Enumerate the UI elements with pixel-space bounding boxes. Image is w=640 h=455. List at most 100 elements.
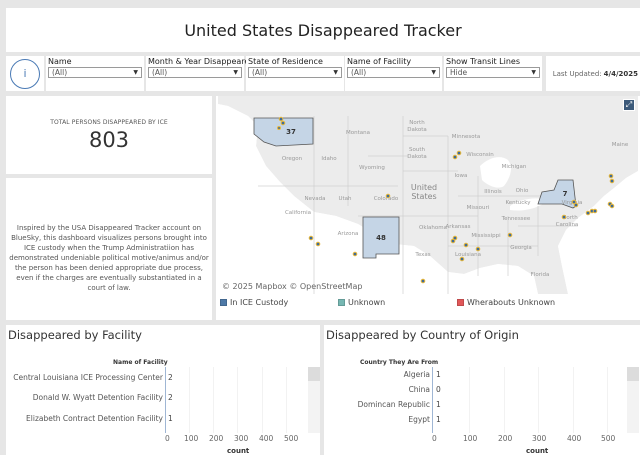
svg-text:Florida: Florida [531,272,550,278]
state-dropdown[interactable]: (All) ▼ [248,67,342,78]
bar-value: 1 [436,415,441,424]
chart-title: Disappeared by Facility [8,328,142,342]
dropdown-arrow-icon: ▼ [133,69,138,76]
svg-text:Kentucky: Kentucky [505,200,531,206]
scrollbar-thumb[interactable] [308,367,320,381]
svg-text:Carolina: Carolina [556,222,579,228]
svg-text:Tennessee: Tennessee [501,216,531,222]
svg-text:48: 48 [376,234,386,242]
map-panel: Montana North Dakota South Dakota Wyoming … [216,96,640,320]
svg-text:Minnesota: Minnesota [452,134,480,140]
bar-category-label: Domincan Republic [357,400,430,409]
svg-text:Arizona: Arizona [338,231,359,237]
svg-text:Wisconsin: Wisconsin [466,152,494,158]
page-title: United States Disappeared Tracker [184,20,462,40]
bar-category-label: Elizabeth Contract Detention Facility [26,414,163,423]
svg-text:California: California [285,210,311,216]
svg-text:States: States [411,192,436,201]
svg-text:United: United [411,183,437,192]
filter-label: Name of Facility [347,57,412,66]
country-chart: Disappeared by Country of Origin Country… [324,325,640,455]
filter-label: Show Transit Lines [446,57,521,66]
bar-value: 1 [168,414,173,423]
filter-label: State of Residence [248,57,323,66]
total-kpi-card: TOTAL PERSONS DISAPPEARED BY ICE 803 [6,96,212,174]
info-panel: i [6,56,44,91]
filter-month-year: Month & Year Disappeared (All) ▼ [146,56,255,91]
svg-text:Louisiana: Louisiana [455,252,481,258]
svg-text:Oregon: Oregon [282,156,303,162]
last-updated-value: 4/4/2025 [603,69,638,78]
svg-text:Idaho: Idaho [321,156,337,162]
svg-text:North: North [562,215,578,221]
svg-text:Texas: Texas [414,252,430,258]
bar-value: 1 [436,400,441,409]
dropdown-arrow-icon: ▼ [531,69,536,76]
bar-value: 1 [436,370,441,379]
svg-text:Iowa: Iowa [455,173,468,179]
svg-text:Mississippi: Mississippi [471,233,501,239]
expand-icon[interactable]: ⤢ [623,99,635,111]
svg-text:Oklahoma: Oklahoma [419,225,447,231]
filter-facility: Name of Facility (All) ▼ [345,56,442,91]
legend-item-unknown[interactable]: Unknown [338,298,385,307]
scrollbar[interactable] [308,367,320,433]
filter-state: State of Residence (All) ▼ [246,56,344,91]
last-updated: Last Updated: 4/4/2025 [546,56,640,91]
svg-text:Michigan: Michigan [502,164,527,170]
x-axis-title: count [227,447,250,455]
kpi-label: TOTAL PERSONS DISAPPEARED BY ICE [50,118,168,126]
svg-text:Missouri: Missouri [467,205,490,211]
name-dropdown[interactable]: (All) ▼ [48,67,142,78]
info-icon[interactable]: i [10,58,40,89]
svg-text:Colorado: Colorado [374,196,399,202]
title-banner: United States Disappeared Tracker [6,8,640,52]
chart-row-header: Country They Are From [360,359,439,366]
scrollbar-thumb[interactable] [627,367,639,381]
x-axis-title: count [526,447,549,455]
svg-text:Georgia: Georgia [510,245,532,251]
svg-text:Dakota: Dakota [407,127,427,133]
svg-text:South: South [409,147,425,153]
dropdown-arrow-icon: ▼ [233,69,238,76]
svg-text:7: 7 [563,190,568,198]
bar-value: 2 [168,393,173,402]
svg-text:Arkansas: Arkansas [445,224,470,230]
legend-item-whereabouts-unknown[interactable]: Wherabouts Unknown [457,298,555,307]
filter-label: Name [48,57,72,66]
facility-dropdown[interactable]: (All) ▼ [347,67,440,78]
scrollbar[interactable] [627,367,639,433]
legend-swatch-icon [220,299,227,306]
transit-lines-dropdown[interactable]: Hide ▼ [446,67,540,78]
description-card: Inspired by the USA Disappeared Tracker … [6,178,212,320]
dropdown-arrow-icon: ▼ [431,69,436,76]
description-text: Inspired by the USA Disappeared Tracker … [9,224,209,292]
svg-text:Maine: Maine [612,142,629,148]
bar-category-label: China [408,385,430,394]
legend-item-in-custody[interactable]: In ICE Custody [220,298,288,307]
svg-text:37: 37 [286,128,296,136]
svg-text:North: North [409,120,425,126]
bar-category-label: Egypt [408,415,430,424]
bar-value: 0 [436,385,441,394]
svg-text:Montana: Montana [346,130,370,136]
legend-swatch-icon [338,299,345,306]
kpi-value: 803 [88,127,130,152]
svg-text:Illinois: Illinois [484,189,502,195]
last-updated-label: Last Updated: [552,69,602,78]
bar-category-label: Algeria [403,370,430,379]
map-attribution[interactable]: © 2025 Mapbox © OpenStreetMap [222,282,363,291]
svg-text:Wyoming: Wyoming [359,165,385,171]
filter-label: Month & Year Disappeared [148,57,255,66]
svg-text:Utah: Utah [338,196,352,202]
dropdown-arrow-icon: ▼ [333,69,338,76]
svg-text:Nevada: Nevada [305,196,326,202]
facility-chart: Disappeared by Facility Name of Facility… [6,325,320,455]
svg-text:Ohio: Ohio [516,188,529,194]
us-map[interactable]: Montana North Dakota South Dakota Wyoming … [218,96,638,294]
svg-text:Dakota: Dakota [407,154,427,160]
bar-value: 2 [168,373,173,382]
month-year-dropdown[interactable]: (All) ▼ [148,67,242,78]
bar-category-label: Donald W. Wyatt Detention Facility [32,393,163,402]
filter-name: Name (All) ▼ [46,56,144,91]
